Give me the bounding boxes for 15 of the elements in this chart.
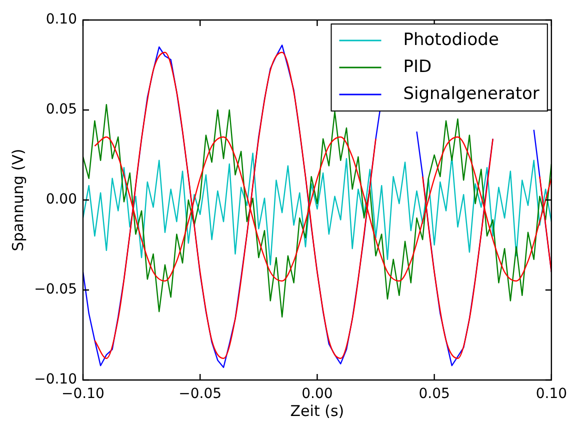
x-tick-label: −0.05 [178, 386, 222, 402]
y-axis-title: Spannung (V) [8, 148, 27, 252]
legend-label: Photodiode [403, 30, 499, 50]
y-tick-label: 0.00 [46, 192, 77, 208]
x-tick-label: 0.10 [536, 386, 567, 402]
y-tick-label: 0.10 [46, 12, 77, 28]
y-tick-label: 0.05 [46, 102, 77, 118]
x-axis-title: Zeit (s) [290, 402, 344, 420]
x-tick-label: 0.05 [418, 386, 450, 402]
y-tick-label: −0.10 [34, 372, 77, 388]
y-tick-label: −0.05 [34, 282, 77, 298]
legend-label: PID [403, 56, 432, 77]
legend-label: Signalgenerator [403, 84, 540, 104]
x-tick-label: −0.10 [62, 386, 104, 402]
x-tick-label: 0.00 [302, 386, 333, 402]
